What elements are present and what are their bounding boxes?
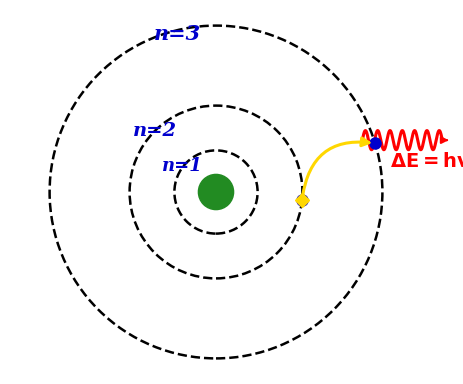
Text: n=3: n=3	[154, 24, 201, 44]
Text: $\mathbf{\Delta E = h\nu}$: $\mathbf{\Delta E = h\nu}$	[389, 152, 463, 171]
Text: n=1: n=1	[162, 157, 202, 175]
Circle shape	[198, 174, 233, 210]
Text: n=2: n=2	[133, 122, 177, 140]
